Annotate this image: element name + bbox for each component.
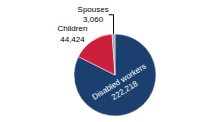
svg-text:Spouses3,060: Spouses3,060 <box>78 5 109 24</box>
svg-text:Children44,424: Children44,424 <box>58 24 88 43</box>
svg-text:Disabled workers222,218: Disabled workers222,218 <box>91 62 153 111</box>
